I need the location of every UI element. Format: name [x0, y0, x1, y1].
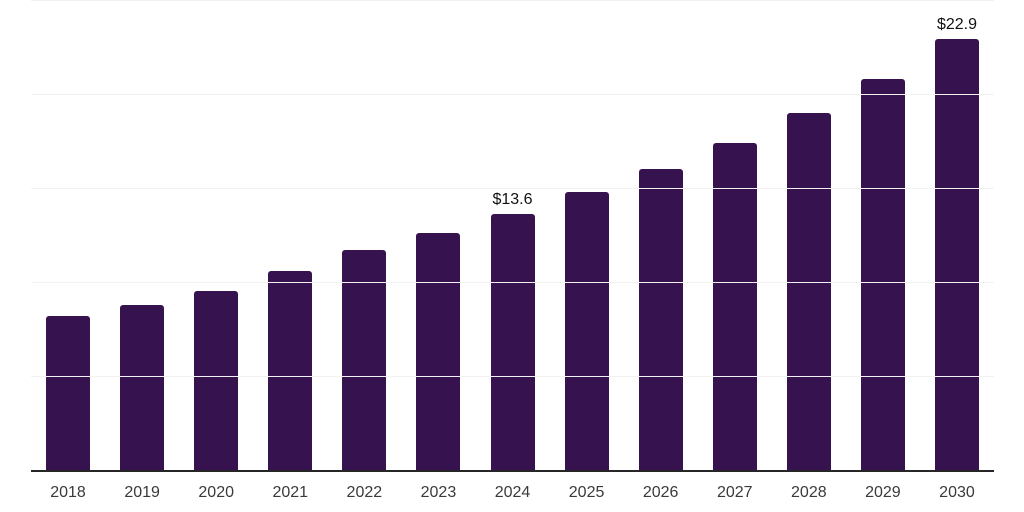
x-tick-label: 2026 [642, 484, 679, 501]
bar-band [698, 0, 772, 470]
bar-2022 [342, 250, 387, 470]
gridline [31, 0, 994, 1]
bar-2023 [416, 233, 461, 470]
bar-2019 [120, 304, 165, 470]
bar-band [401, 0, 475, 470]
bars-container: $13.6 $22.9 [31, 0, 994, 470]
x-tick-label: 2019 [124, 484, 160, 501]
x-tick-label: 2025 [568, 484, 605, 501]
bar-band [846, 0, 920, 470]
bar-value-label: $13.6 [492, 191, 533, 209]
gridline [31, 282, 994, 283]
x-tick-label: 2023 [420, 484, 457, 501]
bar-band [253, 0, 327, 470]
bar-2029 [860, 78, 905, 470]
bar-band [624, 0, 698, 470]
x-tick-label: 2027 [716, 484, 753, 501]
x-tick-label: 2030 [939, 484, 975, 501]
bar-value-label: $22.9 [936, 16, 977, 34]
bar-2025 [564, 191, 609, 470]
gridline [31, 94, 994, 95]
x-tick-label: 2021 [272, 484, 309, 501]
bar-2026 [638, 169, 683, 470]
x-tick-label: 2020 [198, 484, 234, 501]
bar-2020 [194, 291, 239, 470]
bar-2024 [490, 214, 535, 470]
x-tick-label: 2028 [791, 484, 827, 501]
bar-2028 [786, 112, 831, 470]
bar-band [31, 0, 105, 470]
gridline [31, 188, 994, 189]
plot-area: $13.6 $22.9 [31, 0, 994, 472]
bar-band [179, 0, 253, 470]
x-tick-label: 2018 [50, 484, 86, 501]
bar-band: $13.6 [475, 0, 549, 470]
bar-band [327, 0, 401, 470]
bar-2021 [268, 270, 313, 470]
gridline [31, 376, 994, 377]
bar-band [772, 0, 846, 470]
x-tick-label: 2029 [865, 484, 901, 501]
bar-band [105, 0, 179, 470]
bar-2027 [712, 142, 757, 470]
x-tick-label: 2024 [494, 484, 531, 501]
bar-2030 [934, 39, 979, 470]
bar-2018 [46, 315, 91, 470]
x-tick-label: 2022 [346, 484, 383, 501]
bar-band [550, 0, 624, 470]
x-axis: 2018 2019 2020 2021 2022 2023 2024 2025 2026 2027… [31, 484, 994, 502]
bar-band: $22.9 [920, 0, 994, 470]
